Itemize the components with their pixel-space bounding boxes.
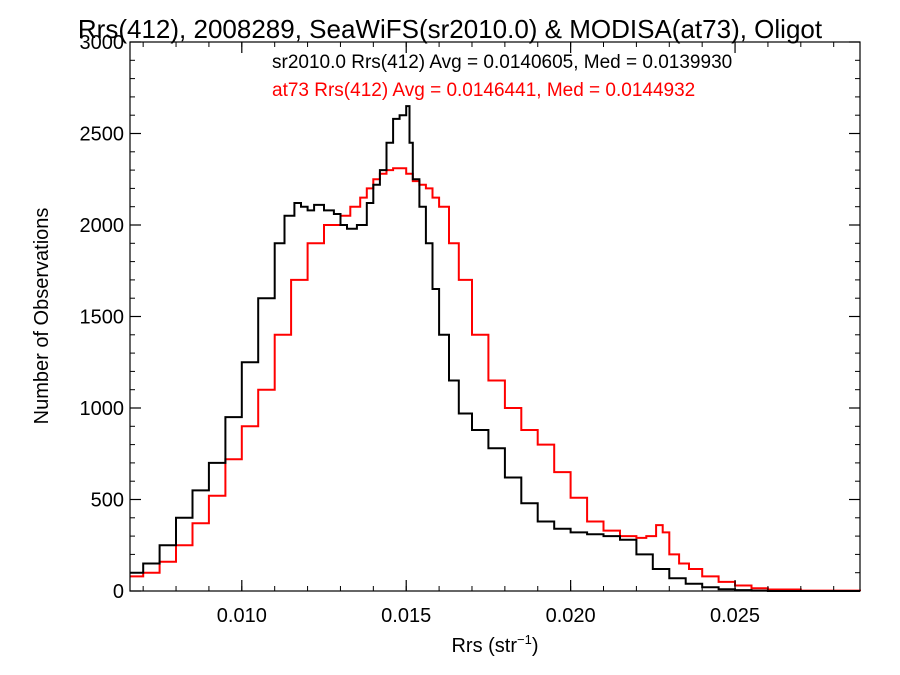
x-tick-label: 0.010: [217, 605, 267, 627]
chart-title: Rrs(412), 2008289, SeaWiFS(sr2010.0) & M…: [78, 14, 823, 44]
y-axis-label: Number of Observations: [31, 208, 53, 425]
plot-frame: [129, 41, 861, 592]
series-line-sr2010: [130, 105, 860, 592]
x-tick-label: 0.015: [381, 605, 431, 627]
y-tick-label: 2000: [80, 215, 125, 237]
x-axis-label: Rrs (str−1): [451, 632, 538, 657]
y-tick-label: 2500: [80, 124, 125, 146]
legend-entry-sr2010: sr2010.0 Rrs(412) Avg = 0.0140605, Med =…: [272, 52, 732, 73]
y-tick-label: 3000: [80, 32, 125, 54]
x-axis-label-superscript: −1: [517, 632, 532, 647]
x-axis-label-text: Rrs (str: [451, 635, 517, 657]
y-tick-label: 1500: [80, 307, 125, 329]
x-axis-label-close: ): [532, 635, 539, 657]
series-line-at73: [130, 167, 861, 592]
legend-entry-at73: at73 Rrs(412) Avg = 0.0146441, Med = 0.0…: [272, 80, 695, 101]
axes: 0.010 0.015 0.020 0.025 0 500 1000 1500 2000 2500…: [80, 32, 860, 627]
y-tick-label: 500: [91, 490, 124, 512]
x-tick-label: 0.025: [710, 605, 760, 627]
series-layer: [130, 105, 861, 592]
y-tick-label: 1000: [80, 398, 125, 420]
y-tick-label: 0: [113, 581, 124, 603]
x-tick-label: 0.020: [546, 605, 596, 627]
